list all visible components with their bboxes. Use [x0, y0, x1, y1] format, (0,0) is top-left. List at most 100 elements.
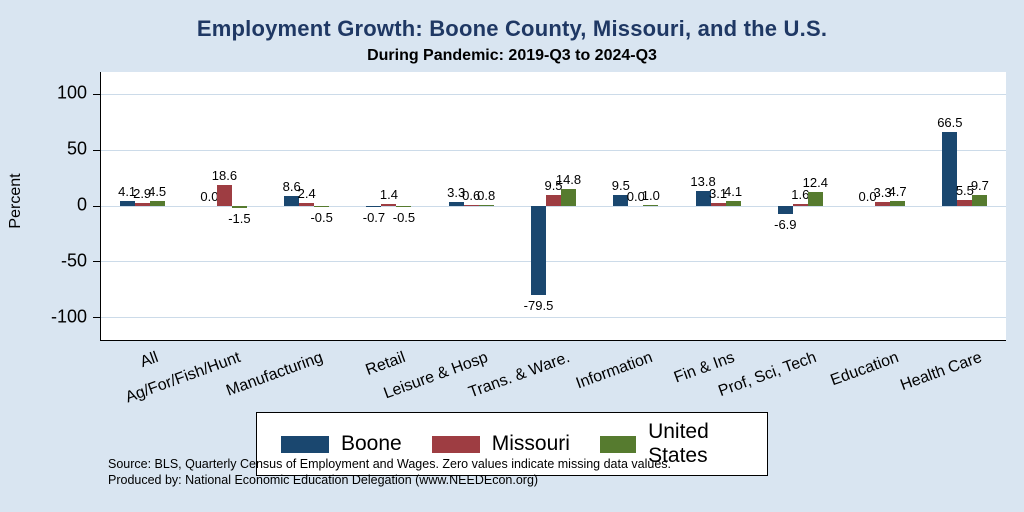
bar-value-label: 5.5: [955, 182, 974, 198]
bar-value-label: 4.1: [723, 184, 743, 200]
bar: [314, 206, 330, 207]
y-tick: [93, 205, 100, 207]
bar-value-label: 0.6: [462, 188, 481, 204]
bar: [613, 195, 629, 206]
gridline: [101, 93, 1006, 95]
bar: [972, 195, 988, 206]
bar: [231, 206, 247, 208]
bar: [299, 203, 315, 206]
plot-area: 100 50 0 -50 -100 4.1 0.0 8.6 -0.7 3.3 -79.5 9.5 13.…: [51, 72, 1006, 341]
bar-value-label: 9.5: [611, 178, 630, 194]
bar: [957, 199, 973, 206]
x-axis-label: Education: [828, 349, 902, 390]
bar-value-label: -1.5: [228, 210, 251, 226]
y-tick-label: 0: [76, 194, 87, 215]
produced-by-note: Produced by: National Economic Education…: [108, 472, 539, 487]
bar-value-label: 0.0: [200, 189, 219, 204]
bar: [149, 200, 165, 206]
bar-value-label: 14.8: [555, 172, 582, 188]
bar-value-label: 3.3: [447, 185, 466, 201]
bar-value-label: 8.6: [282, 179, 301, 195]
x-axis-label: Health Care: [897, 349, 984, 395]
bar-value-label: -6.9: [774, 216, 797, 232]
y-tick-label: -50: [60, 250, 87, 271]
bar-value-label: 1.0: [641, 187, 660, 203]
y-tick-label: 50: [66, 138, 87, 159]
bar: [942, 131, 958, 206]
bar-value-label: -79.5: [523, 297, 554, 313]
legend-label-missouri: Missouri: [491, 432, 570, 455]
bar-value-label: 2.4: [297, 186, 316, 202]
source-note: Source: BLS, Quarterly Census of Employm…: [108, 457, 672, 471]
bar-value-label: 66.5: [937, 114, 963, 130]
legend-item-united-states: United States: [599, 420, 743, 468]
x-axis-label: All: [138, 349, 161, 372]
bar: [890, 200, 906, 206]
gridline: [101, 205, 1006, 207]
y-axis-label: Percent: [7, 173, 24, 229]
bar: [531, 206, 546, 295]
y-tick-label: -100: [50, 306, 87, 327]
bar-value-label: 4.7: [888, 183, 907, 199]
bar-value-label: 3.1: [708, 185, 728, 201]
y-tick: [93, 261, 100, 263]
y-tick-label: 100: [56, 82, 87, 103]
bar-value-label: 0.0: [626, 189, 645, 204]
bar-value-label: 18.6: [211, 168, 238, 184]
legend-label-united-states: United States: [648, 420, 709, 467]
bar-value-label: 4.1: [118, 184, 137, 200]
bar: [396, 206, 412, 207]
bar-value-label: 3.3: [873, 185, 892, 201]
bar: [119, 201, 135, 206]
bar: [366, 206, 382, 207]
bar-value-label: 1.4: [379, 187, 398, 203]
bar: [710, 202, 726, 206]
bar-value-label: -0.5: [392, 209, 416, 225]
bar-value-label: 12.4: [802, 175, 828, 191]
bar: [695, 190, 711, 206]
legend-item-missouri: Missouri: [431, 432, 570, 456]
bar: [448, 202, 464, 206]
bar-value-label: 2.9: [133, 185, 152, 201]
bar: [561, 189, 576, 206]
bar-value-label: 9.7: [970, 178, 989, 194]
legend-swatch-united-states: [599, 435, 637, 453]
bar: [643, 204, 659, 206]
y-tick: [93, 317, 100, 319]
bar-value-label: 13.8: [690, 173, 716, 189]
bar: [216, 185, 232, 206]
x-axis-label: Information: [573, 349, 655, 393]
bar-value-label: 1.6: [791, 187, 810, 203]
bar: [875, 202, 891, 206]
bar: [725, 201, 741, 206]
legend: Boone Missouri United States: [256, 412, 768, 476]
x-axis-label: Retail: [363, 349, 408, 379]
x-axis-labels: All Ag/For/Fish/Hunt Manufacturing Retail Le…: [100, 343, 1005, 409]
bar: [381, 204, 397, 206]
y-tick: [93, 149, 100, 151]
bar: [792, 204, 808, 206]
bar-value-label: 0.0: [858, 189, 877, 204]
y-tick: [93, 93, 100, 95]
legend-label-boone: Boone: [341, 432, 402, 455]
bar-value-label: 4.5: [148, 183, 167, 199]
gridline: [101, 149, 1006, 151]
bar: [463, 205, 479, 206]
legend-swatch-missouri: [431, 435, 480, 453]
legend-item-boone: Boone: [281, 432, 402, 456]
legend-swatch-boone: [281, 435, 329, 453]
chart-subtitle: During Pandemic: 2019-Q3 to 2024-Q3: [367, 47, 657, 64]
bar-value-label: 9.5: [544, 178, 563, 194]
bar: [284, 196, 300, 206]
bar: [777, 206, 793, 214]
gridline: [101, 317, 1006, 319]
bar: [134, 202, 150, 206]
bar-value-label: 0.8: [477, 188, 496, 204]
footnotes: Source: BLS, Quarterly Census of Employm…: [108, 457, 671, 488]
bar: [478, 205, 494, 206]
bar-value-label: -0.5: [310, 209, 333, 225]
gridline: [101, 261, 1006, 263]
bar-value-label: -0.7: [362, 209, 386, 225]
bar: [546, 195, 561, 206]
